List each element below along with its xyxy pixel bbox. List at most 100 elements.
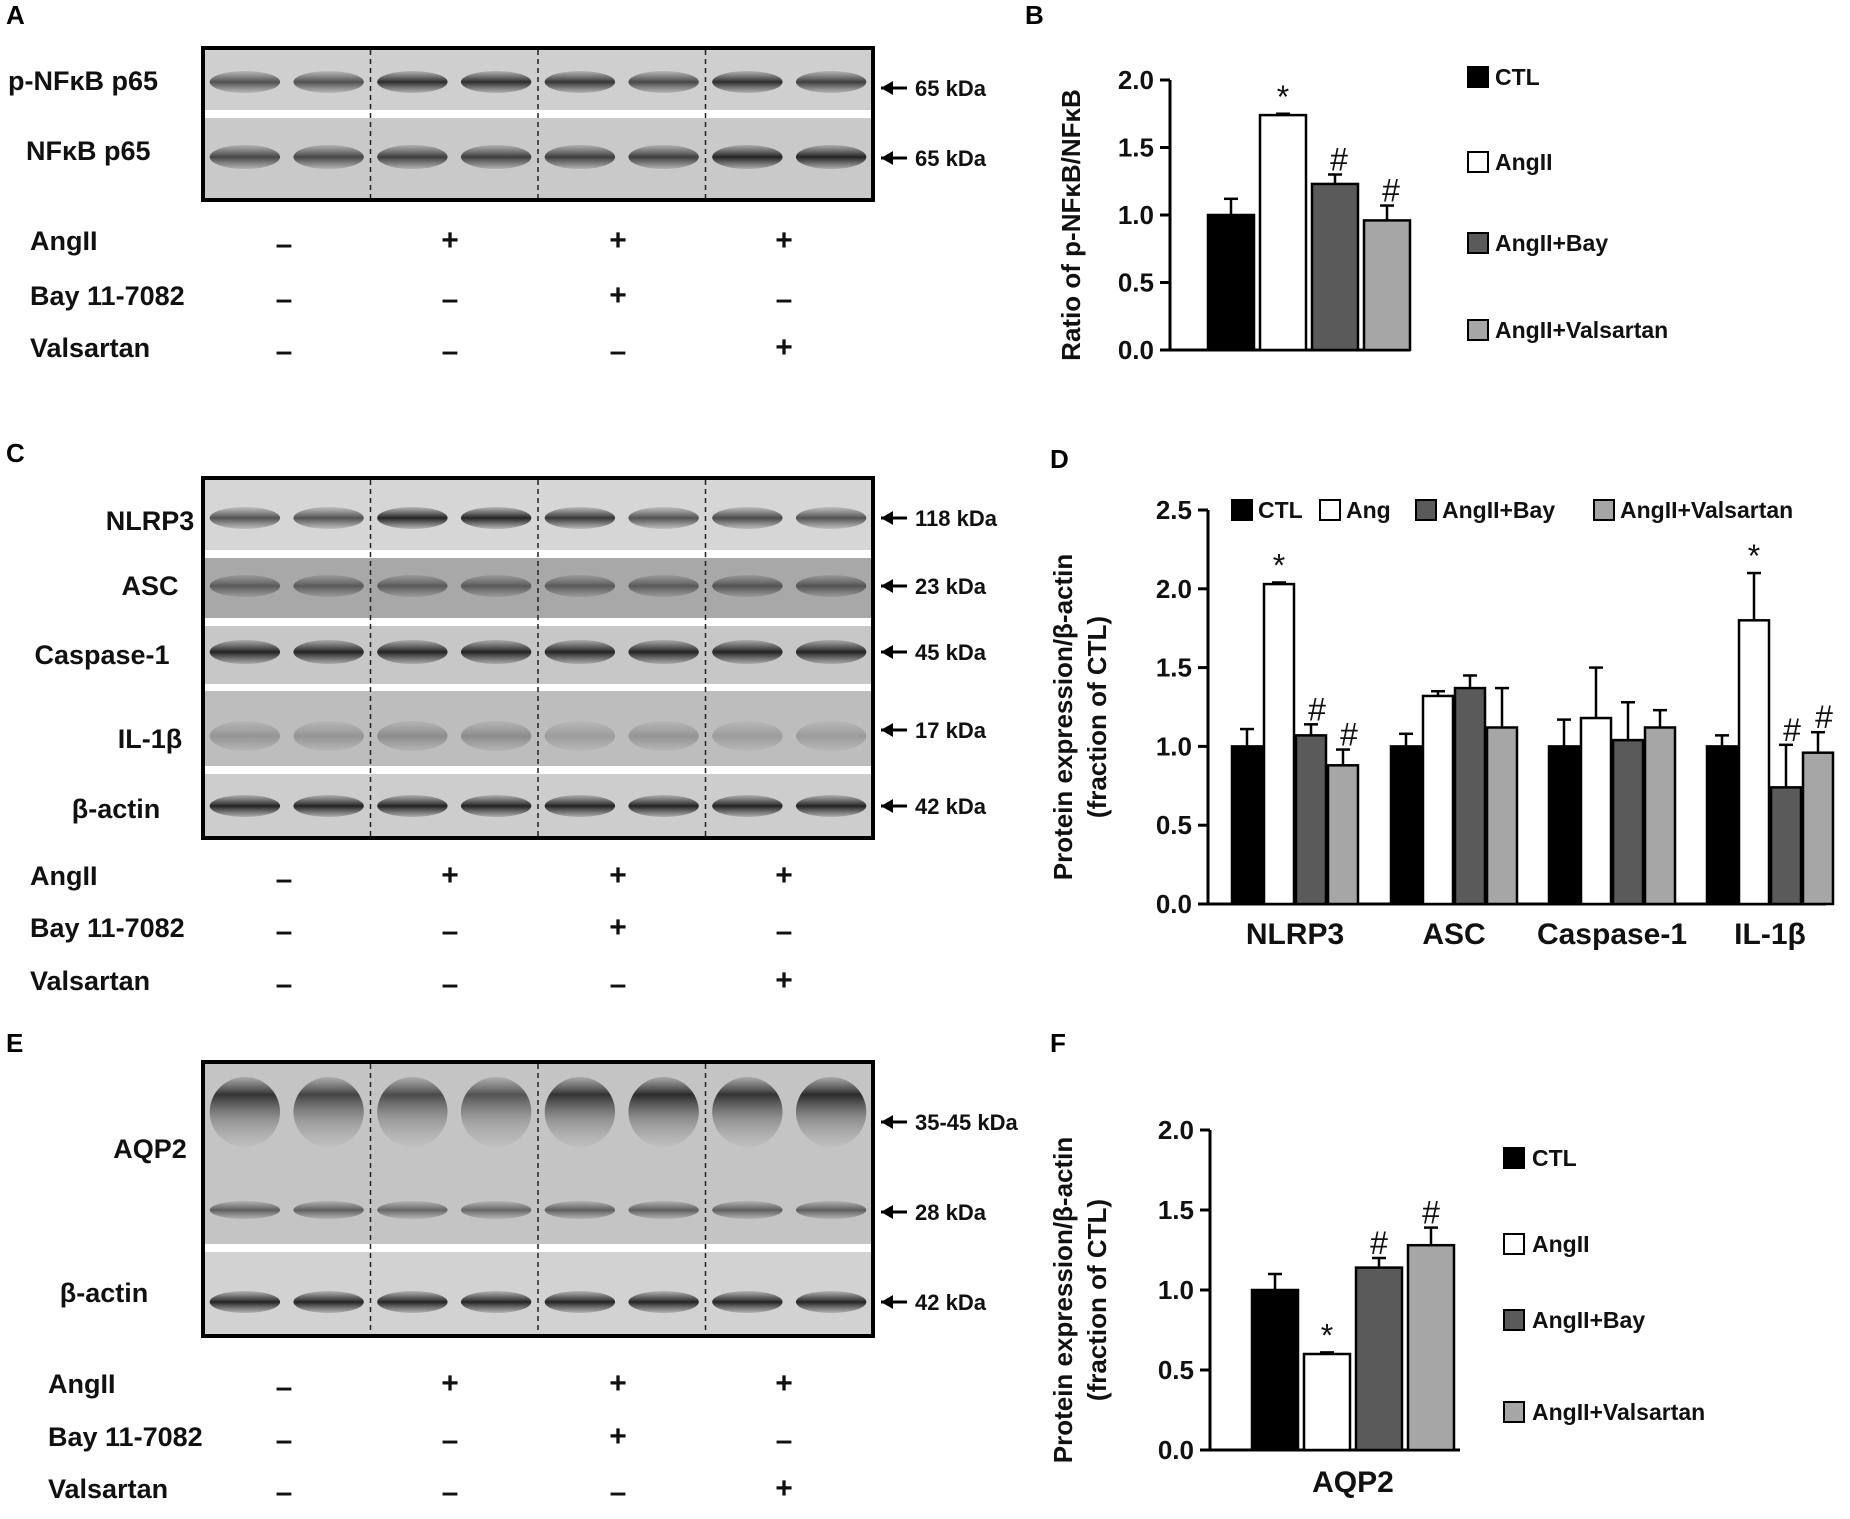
blot-band — [293, 507, 364, 529]
blot-band — [209, 507, 281, 529]
blot-band — [209, 795, 281, 817]
treatment-mark: + — [609, 279, 627, 312]
blot-band — [544, 640, 616, 664]
blot-band — [209, 71, 281, 93]
blot-band — [544, 1077, 616, 1147]
blot-band — [377, 640, 448, 664]
blot-band — [795, 145, 867, 169]
bar — [1230, 745, 1264, 906]
bar — [1354, 1266, 1404, 1452]
blot-band — [293, 640, 364, 664]
blot-band — [628, 1201, 699, 1219]
blot-band — [712, 1291, 783, 1313]
blot-band — [209, 1291, 281, 1313]
significance-mark: # — [1422, 1195, 1440, 1231]
bar — [1769, 786, 1803, 906]
y-axis-label: Ratio of p-NFκB/NFκB — [1056, 89, 1086, 361]
treatment-mark: + — [609, 911, 627, 944]
legend-swatch — [1467, 66, 1489, 88]
significance-mark: * — [1321, 1317, 1333, 1353]
y-axis-label-2: (fraction of CTL) — [1082, 1199, 1112, 1401]
bar — [1326, 764, 1360, 906]
blot-band — [460, 1291, 532, 1313]
blot-band — [377, 71, 448, 93]
size-label: 65 kDa — [915, 76, 987, 101]
bar — [1389, 745, 1423, 906]
size-arrow-head — [881, 645, 893, 659]
category-label: Caspase-1 — [1537, 918, 1687, 951]
chart-panel-f: F 0.0 0.5 1.0 1.5 2.0 Protein expression/β-act… — [1048, 1028, 1705, 1499]
blot-band — [377, 145, 448, 169]
legend-swatch — [1593, 499, 1615, 521]
bar — [1294, 734, 1328, 906]
significance-mark: # — [1815, 699, 1833, 735]
panel-letter: D — [1050, 444, 1069, 474]
y-tick-label: 1.5 — [1156, 653, 1192, 683]
blot-label: NFκB p65 — [26, 136, 151, 166]
treatment-mark: – — [276, 1424, 293, 1457]
bar — [1302, 1352, 1352, 1452]
blot-band — [544, 1201, 616, 1219]
bar — [1643, 726, 1677, 906]
treatment-mark: + — [441, 224, 459, 257]
bar — [1421, 694, 1455, 906]
treatment-mark: – — [276, 283, 293, 316]
legend-label: AngII — [1495, 149, 1553, 175]
blot-band — [712, 71, 783, 93]
significance-mark: * — [1273, 547, 1285, 583]
treatment-mark: – — [442, 1424, 459, 1457]
blot-band — [460, 1201, 532, 1219]
treatment-mark: + — [775, 1472, 793, 1505]
y-axis-label-2: (fraction of CTL) — [1082, 616, 1112, 818]
blot-panel-c: C NLRP3 118 kDa ASC 23 kDa Caspase-1 45 kDa IL-… — [6, 438, 998, 1001]
blot-label: p-NFκB p65 — [8, 66, 158, 96]
bar — [1801, 751, 1835, 906]
blot-label: ASC — [121, 571, 178, 601]
legend-swatch — [1467, 232, 1489, 254]
significance-mark: * — [1277, 79, 1289, 115]
legend-label: AngII+Bay — [1495, 230, 1608, 256]
treatment-mark: – — [276, 335, 293, 368]
treatment-mark: – — [776, 1424, 793, 1457]
blot-band — [795, 795, 867, 817]
blot-band — [712, 721, 783, 751]
blot-band — [628, 1077, 699, 1147]
legend-label: AngII+Valsartan — [1532, 1399, 1705, 1425]
treatment-mark: – — [276, 915, 293, 948]
blot-panel-e: E AQP2 35-45 kDa 28 kDa β-actin 42 kDa AngII – +… — [6, 1028, 1019, 1509]
blot-band — [377, 1291, 448, 1313]
treatment-label: Bay 11-7082 — [30, 281, 185, 311]
bar — [1579, 716, 1613, 906]
size-arrow-head — [881, 81, 893, 95]
blot-band — [712, 507, 783, 529]
legend-swatch — [1503, 1233, 1525, 1255]
treatment-mark: – — [776, 915, 793, 948]
bar — [1611, 738, 1645, 906]
bar — [1485, 726, 1519, 906]
treatment-mark: + — [609, 859, 627, 892]
blot-band — [460, 795, 532, 817]
treatment-mark: + — [775, 964, 793, 997]
blot-band — [209, 721, 281, 751]
treatment-mark: – — [442, 968, 459, 1001]
y-tick-label: 2.5 — [1156, 495, 1192, 525]
category-label: IL-1β — [1734, 918, 1806, 951]
size-arrow-head — [881, 799, 893, 813]
size-arrow-head — [881, 511, 893, 525]
y-tick-label: 1.0 — [1156, 731, 1192, 761]
y-tick-label: 0.5 — [1156, 810, 1192, 840]
treatment-label: AngII — [30, 226, 98, 256]
legend-swatch — [1467, 151, 1489, 173]
treatment-mark: – — [276, 228, 293, 261]
treatment-mark: + — [609, 1420, 627, 1453]
y-tick-label: 0.5 — [1158, 1355, 1194, 1385]
treatment-mark: + — [441, 859, 459, 892]
treatment-label: Valsartan — [48, 1474, 168, 1504]
blot-label: Caspase-1 — [34, 640, 169, 670]
panel-letter: E — [6, 1028, 23, 1058]
y-axis-label: Protein expression/β-actin — [1048, 554, 1078, 881]
y-axis-label: Protein expression/β-actin — [1048, 1137, 1078, 1464]
blot-band — [293, 1201, 364, 1219]
blot-band — [460, 1077, 532, 1147]
blot-band — [544, 575, 616, 597]
